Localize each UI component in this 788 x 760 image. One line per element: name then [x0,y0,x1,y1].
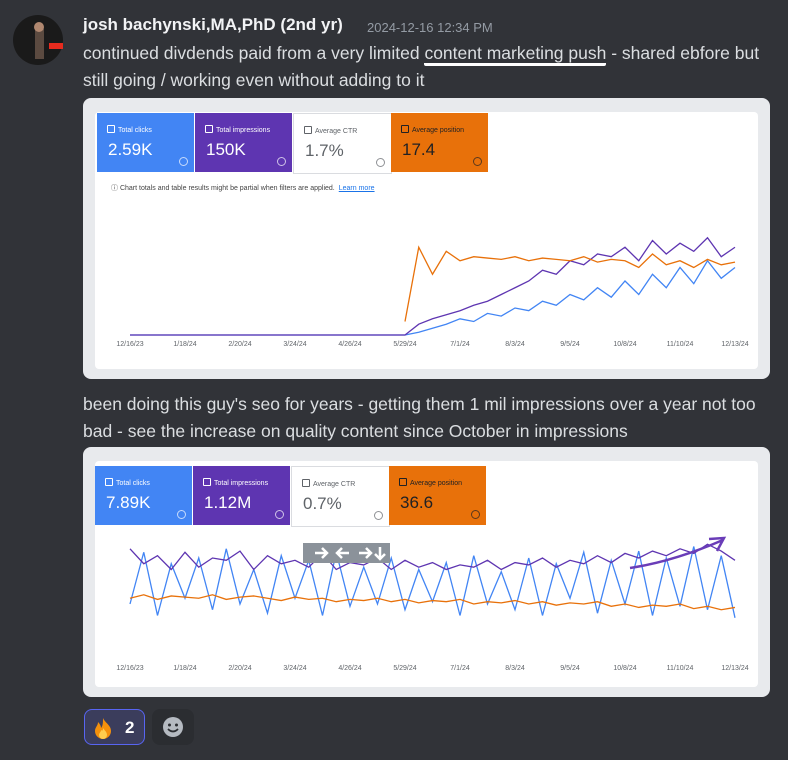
x-tick-label: 8/3/24 [505,665,525,672]
metric-card[interactable]: Total clicks 7.89K [95,466,192,525]
avatar[interactable] [13,15,63,65]
series-line [129,543,736,571]
metric-value: 2.59K [108,140,153,159]
x-tick-label: 12/16/23 [116,341,143,348]
image-attachment[interactable]: 12/13/24 11/10/24 10/8/24 9/5/24 8/3/24 7/1/2… [83,447,770,697]
text: - shared ebfore but still going / workin… [83,43,760,90]
add-reaction[interactable] [152,709,194,745]
x-tick-label: 11/10/24 [667,341,694,348]
series-line [130,259,736,336]
x-tick-label: 1/18/24 [173,341,196,348]
x-tick-label: 4/26/24 [338,341,361,348]
metric-card[interactable]: Total impressions 150K [195,113,292,172]
note: ⓘ Chart totals and table results might b… [111,185,375,192]
x-tick-label: 8/3/24 [505,341,525,348]
annotation-arrow [629,536,727,570]
image-attachment[interactable]: ⓘ Chart totals and table results might b… [83,98,770,379]
message-text: been doing this guy's seo for years - ge… [83,394,756,441]
help-icon [473,157,482,166]
x-tick-label: 12/16/23 [116,665,143,672]
x-tick-label: 12/13/24 [721,665,748,672]
x-tick-label: 11/10/24 [667,665,694,672]
timestamp: 2024-12-16 12:34 PM [367,20,493,35]
x-tick-label: 5/29/24 [393,665,416,672]
x-tick-label: 9/5/24 [560,341,580,348]
note-text: Chart totals and table results might be … [119,185,335,192]
overlay [303,543,390,563]
x-tick-label: 12/13/24 [721,341,748,348]
x-tick-label: 10/8/24 [613,665,636,672]
help-icon [177,510,186,519]
metric-label: Average CTR [304,126,357,135]
reaction-count: 2 [125,718,135,737]
x-tick-label: 3/24/24 [283,341,306,348]
metric-label: Total impressions [205,125,270,134]
help-icon [277,157,286,166]
metric-value: 36.6 [400,493,434,512]
metric-value: 7.89K [106,493,151,512]
x-tick-label: 7/1/24 [450,665,470,672]
metric-label: Total impressions [203,478,268,487]
metric-card[interactable]: Total clicks 2.59K [97,113,194,172]
metric-label: Total clicks [105,478,150,487]
series-line [129,594,736,611]
x-tick-label: 7/1/24 [450,341,470,348]
metric-label: Total clicks [107,125,152,134]
help-icon [374,511,383,520]
metric-card[interactable]: Total impressions 1.12M [193,466,290,525]
x-tick-label: 2/20/24 [228,341,251,348]
help-icon [179,157,188,166]
series-line [404,245,736,322]
metric-value: 0.7% [303,494,342,513]
chart: 12/13/24 11/10/24 10/8/24 9/5/24 8/3/24 7/1/2… [116,536,749,672]
highlight-text: content marketing push [424,43,607,66]
metric-card[interactable]: Average position 17.4 [391,113,488,172]
metric-card[interactable]: Average CTR 0.7% [291,466,390,527]
help-icon [376,158,385,167]
series-line [130,236,736,336]
link[interactable]: Learn more [338,185,375,192]
help-icon [471,510,480,519]
reaction[interactable]: 2 [84,709,145,745]
emoji-icon [163,717,183,737]
x-tick-label: 9/5/24 [560,665,580,672]
metric-value: 17.4 [402,140,436,159]
metric-label: Average position [399,478,462,487]
series-line [129,546,736,618]
x-tick-label: 3/24/24 [283,665,306,672]
metric-value: 1.7% [305,141,344,160]
help-icon [275,510,284,519]
metric-value: 150K [206,140,246,159]
metric-card[interactable]: Average position 36.6 [389,466,486,525]
author-name[interactable]: josh bachynski,MA,PhD (2nd yr) [83,15,343,34]
x-tick-label: 1/18/24 [173,665,196,672]
x-tick-label: 10/8/24 [613,341,636,348]
fire-emoji [95,718,111,739]
x-tick-label: 2/20/24 [228,665,251,672]
chart: 12/13/24 11/10/24 10/8/24 9/5/24 8/3/24 7/1/2… [116,236,749,348]
text: continued divdends paid from a very limi… [83,43,425,63]
metric-label: Average CTR [302,479,355,488]
x-tick-label: 4/26/24 [338,665,361,672]
metric-label: Average position [401,125,464,134]
message-text: continued divdends paid from a very limi… [83,40,773,94]
x-tick-label: 5/29/24 [393,341,416,348]
metric-value: 1.12M [204,493,252,512]
metric-card[interactable]: Average CTR 1.7% [293,113,392,174]
